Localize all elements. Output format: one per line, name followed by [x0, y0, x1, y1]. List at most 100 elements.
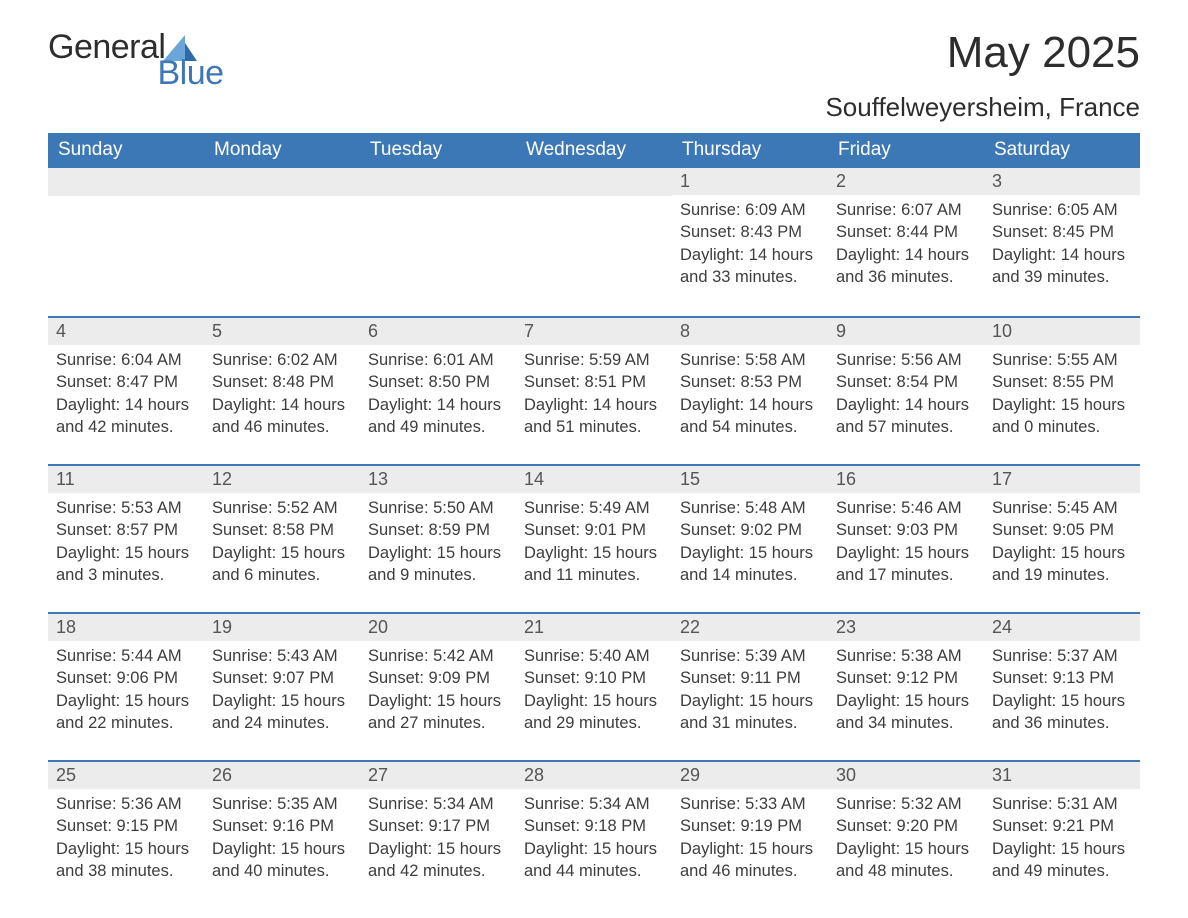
sunrise-line: Sunrise: 5:58 AM	[680, 349, 820, 371]
day-header: Saturday	[984, 133, 1140, 168]
sunrise-line: Sunrise: 6:05 AM	[992, 199, 1132, 221]
daylight-line-1: Daylight: 14 hours	[524, 394, 664, 416]
calendar-day-cell: 2Sunrise: 6:07 AMSunset: 8:44 PMDaylight…	[828, 168, 984, 316]
calendar-day-cell: 26Sunrise: 5:35 AMSunset: 9:16 PMDayligh…	[204, 760, 360, 908]
day-header: Monday	[204, 133, 360, 168]
daylight-line-1: Daylight: 15 hours	[56, 690, 196, 712]
sunset-line: Sunset: 8:53 PM	[680, 371, 820, 393]
daylight-line-2: and 44 minutes.	[524, 860, 664, 882]
day-number: 21	[516, 612, 672, 641]
sunset-line: Sunset: 9:18 PM	[524, 815, 664, 837]
day-number: 16	[828, 464, 984, 493]
sunrise-line: Sunrise: 5:43 AM	[212, 645, 352, 667]
sunrise-line: Sunrise: 5:53 AM	[56, 497, 196, 519]
calendar-day-cell: 29Sunrise: 5:33 AMSunset: 9:19 PMDayligh…	[672, 760, 828, 908]
sunset-line: Sunset: 9:17 PM	[368, 815, 508, 837]
day-header-row: SundayMondayTuesdayWednesdayThursdayFrid…	[48, 133, 1140, 168]
calendar-week-row: 4Sunrise: 6:04 AMSunset: 8:47 PMDaylight…	[48, 316, 1140, 464]
calendar-day-cell: 31Sunrise: 5:31 AMSunset: 9:21 PMDayligh…	[984, 760, 1140, 908]
day-number: 7	[516, 316, 672, 345]
daylight-line-1: Daylight: 14 hours	[836, 394, 976, 416]
sunset-line: Sunset: 9:19 PM	[680, 815, 820, 837]
daylight-line-2: and 36 minutes.	[836, 266, 976, 288]
daylight-line-2: and 36 minutes.	[992, 712, 1132, 734]
calendar-day-cell: 7Sunrise: 5:59 AMSunset: 8:51 PMDaylight…	[516, 316, 672, 464]
day-details: Sunrise: 6:04 AMSunset: 8:47 PMDaylight:…	[48, 345, 204, 444]
daylight-line-2: and 19 minutes.	[992, 564, 1132, 586]
daylight-line-2: and 27 minutes.	[368, 712, 508, 734]
month-title: May 2025	[825, 28, 1140, 78]
location-label: Souffelweyersheim, France	[825, 92, 1140, 123]
day-number: 19	[204, 612, 360, 641]
day-number: 22	[672, 612, 828, 641]
calendar-day-cell: 24Sunrise: 5:37 AMSunset: 9:13 PMDayligh…	[984, 612, 1140, 760]
sunset-line: Sunset: 9:20 PM	[836, 815, 976, 837]
daylight-line-1: Daylight: 15 hours	[992, 838, 1132, 860]
daylight-line-1: Daylight: 15 hours	[368, 690, 508, 712]
daylight-line-1: Daylight: 15 hours	[836, 838, 976, 860]
sunrise-line: Sunrise: 5:44 AM	[56, 645, 196, 667]
day-details: Sunrise: 6:09 AMSunset: 8:43 PMDaylight:…	[672, 195, 828, 294]
day-details: Sunrise: 5:44 AMSunset: 9:06 PMDaylight:…	[48, 641, 204, 740]
day-header: Wednesday	[516, 133, 672, 168]
daylight-line-1: Daylight: 15 hours	[992, 690, 1132, 712]
sunset-line: Sunset: 8:58 PM	[212, 519, 352, 541]
daylight-line-2: and 31 minutes.	[680, 712, 820, 734]
daylight-line-1: Daylight: 15 hours	[836, 690, 976, 712]
sunrise-line: Sunrise: 5:52 AM	[212, 497, 352, 519]
calendar-week-row: 25Sunrise: 5:36 AMSunset: 9:15 PMDayligh…	[48, 760, 1140, 908]
empty-day-bar	[204, 168, 360, 196]
daylight-line-1: Daylight: 15 hours	[368, 542, 508, 564]
daylight-line-2: and 33 minutes.	[680, 266, 820, 288]
day-number: 4	[48, 316, 204, 345]
sunrise-line: Sunrise: 5:34 AM	[368, 793, 508, 815]
daylight-line-1: Daylight: 15 hours	[992, 542, 1132, 564]
daylight-line-2: and 3 minutes.	[56, 564, 196, 586]
daylight-line-1: Daylight: 14 hours	[368, 394, 508, 416]
sunrise-line: Sunrise: 6:01 AM	[368, 349, 508, 371]
day-details: Sunrise: 5:34 AMSunset: 9:18 PMDaylight:…	[516, 789, 672, 888]
daylight-line-2: and 46 minutes.	[212, 416, 352, 438]
sunrise-line: Sunrise: 6:04 AM	[56, 349, 196, 371]
day-details: Sunrise: 5:37 AMSunset: 9:13 PMDaylight:…	[984, 641, 1140, 740]
calendar-day-cell: 4Sunrise: 6:04 AMSunset: 8:47 PMDaylight…	[48, 316, 204, 464]
day-details: Sunrise: 5:45 AMSunset: 9:05 PMDaylight:…	[984, 493, 1140, 592]
daylight-line-2: and 14 minutes.	[680, 564, 820, 586]
day-details: Sunrise: 6:01 AMSunset: 8:50 PMDaylight:…	[360, 345, 516, 444]
day-details: Sunrise: 5:53 AMSunset: 8:57 PMDaylight:…	[48, 493, 204, 592]
sunset-line: Sunset: 9:03 PM	[836, 519, 976, 541]
daylight-line-2: and 57 minutes.	[836, 416, 976, 438]
daylight-line-2: and 51 minutes.	[524, 416, 664, 438]
sunrise-line: Sunrise: 5:37 AM	[992, 645, 1132, 667]
calendar-day-cell: 8Sunrise: 5:58 AMSunset: 8:53 PMDaylight…	[672, 316, 828, 464]
day-number: 8	[672, 316, 828, 345]
day-details: Sunrise: 5:52 AMSunset: 8:58 PMDaylight:…	[204, 493, 360, 592]
sunrise-line: Sunrise: 6:09 AM	[680, 199, 820, 221]
sunrise-line: Sunrise: 5:48 AM	[680, 497, 820, 519]
day-number: 3	[984, 168, 1140, 195]
calendar-table: SundayMondayTuesdayWednesdayThursdayFrid…	[48, 133, 1140, 908]
daylight-line-2: and 46 minutes.	[680, 860, 820, 882]
daylight-line-1: Daylight: 15 hours	[212, 542, 352, 564]
day-number: 10	[984, 316, 1140, 345]
day-number: 5	[204, 316, 360, 345]
sunset-line: Sunset: 9:02 PM	[680, 519, 820, 541]
day-details: Sunrise: 5:34 AMSunset: 9:17 PMDaylight:…	[360, 789, 516, 888]
calendar-day-cell: 18Sunrise: 5:44 AMSunset: 9:06 PMDayligh…	[48, 612, 204, 760]
daylight-line-2: and 17 minutes.	[836, 564, 976, 586]
calendar-day-cell: 3Sunrise: 6:05 AMSunset: 8:45 PMDaylight…	[984, 168, 1140, 316]
sunset-line: Sunset: 8:57 PM	[56, 519, 196, 541]
daylight-line-2: and 40 minutes.	[212, 860, 352, 882]
calendar-day-cell: 15Sunrise: 5:48 AMSunset: 9:02 PMDayligh…	[672, 464, 828, 612]
calendar-week-row: 11Sunrise: 5:53 AMSunset: 8:57 PMDayligh…	[48, 464, 1140, 612]
day-details: Sunrise: 5:43 AMSunset: 9:07 PMDaylight:…	[204, 641, 360, 740]
day-number: 6	[360, 316, 516, 345]
daylight-line-1: Daylight: 15 hours	[368, 838, 508, 860]
daylight-line-2: and 29 minutes.	[524, 712, 664, 734]
daylight-line-1: Daylight: 15 hours	[992, 394, 1132, 416]
calendar-day-cell: 19Sunrise: 5:43 AMSunset: 9:07 PMDayligh…	[204, 612, 360, 760]
empty-day-bar	[516, 168, 672, 196]
daylight-line-2: and 38 minutes.	[56, 860, 196, 882]
daylight-line-1: Daylight: 15 hours	[836, 542, 976, 564]
day-number: 30	[828, 760, 984, 789]
